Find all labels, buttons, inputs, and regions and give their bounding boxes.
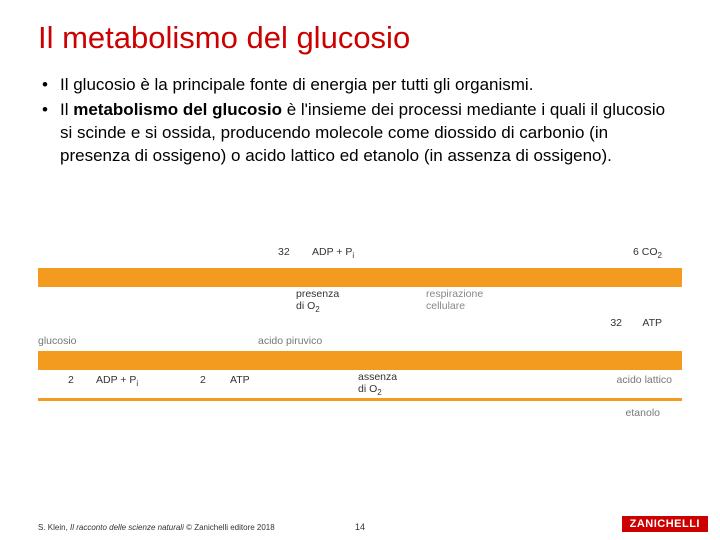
bullet-item: • Il metabolismo del glucosio è l'insiem…: [42, 99, 682, 168]
metabolism-diagram: 32 ADP + Pi 6 CO2 presenza di O2 respira…: [38, 246, 682, 421]
mol-text: 6 CO: [633, 246, 658, 258]
brand-logo: ZANICHELLI: [622, 516, 708, 532]
qty-label: 2: [200, 374, 206, 386]
slide-footer: S. Klein, Il racconto delle scienze natu…: [0, 512, 720, 534]
diagram-row: glucosio acido piruvico: [38, 335, 682, 351]
orange-bar: [38, 351, 682, 370]
diagram-row: 2 ADP + Pi 2 ATP assenza di O2 acido lat…: [38, 370, 682, 398]
mol-text: ADP + P: [312, 246, 352, 258]
sub-text: 2: [658, 251, 662, 260]
substance-label: etanolo: [626, 407, 660, 419]
bullet-dot: •: [42, 99, 60, 168]
footer-author: S. Klein,: [38, 523, 70, 532]
qty-label: 32: [610, 317, 622, 329]
slide-title: Il metabolismo del glucosio: [38, 20, 682, 56]
mol-label: ADP + Pi: [312, 246, 354, 260]
process-label: respirazione cellulare: [426, 289, 483, 312]
text-line: respirazione: [426, 288, 483, 300]
bullet-text: Il metabolismo del glucosio è l'insieme …: [60, 99, 682, 168]
bullet-text-bold: metabolismo del glucosio: [73, 100, 282, 119]
orange-bar: [38, 268, 682, 287]
footer-publisher: © Zanichelli editore 2018: [184, 523, 275, 532]
mol-label: ATP: [230, 374, 250, 386]
footer-title: Il racconto delle scienze naturali: [70, 523, 184, 532]
text-line: di O: [296, 300, 315, 312]
page-number: 14: [355, 522, 365, 532]
substance-label: acido lattico: [617, 374, 672, 386]
mol-text: ADP + P: [96, 374, 136, 386]
diagram-row: 32 ADP + Pi 6 CO2: [38, 246, 682, 268]
diagram-row: presenza di O2 respirazione cellulare: [38, 287, 682, 317]
text-line: assenza: [358, 371, 397, 383]
condition-label: presenza di O2: [296, 289, 339, 314]
qty-label: 2: [68, 374, 74, 386]
substance-label: acido piruvico: [258, 335, 322, 347]
condition-label: assenza di O2: [358, 372, 397, 397]
bullet-item: • Il glucosio è la principale fonte di e…: [42, 74, 682, 97]
bullet-dot: •: [42, 74, 60, 97]
diagram-row: 32 ATP: [38, 317, 682, 335]
substance-label: glucosio: [38, 335, 77, 347]
text-line: di O: [358, 383, 377, 395]
sub-text: 2: [315, 305, 319, 314]
footer-citation: S. Klein, Il racconto delle scienze natu…: [38, 523, 275, 532]
sub-text: i: [352, 251, 354, 260]
text-line: cellulare: [426, 300, 465, 312]
diagram-row: etanolo: [38, 401, 682, 421]
sub-text: 2: [377, 388, 381, 397]
qty-label: 32: [278, 246, 290, 258]
bullet-text: Il glucosio è la principale fonte di ene…: [60, 74, 682, 97]
bullet-list: • Il glucosio è la principale fonte di e…: [38, 74, 682, 168]
bullet-text-part: Il glucosio è la principale fonte di ene…: [60, 75, 533, 94]
sub-text: i: [136, 379, 138, 388]
mol-label: 6 CO2: [633, 246, 662, 260]
slide: Il metabolismo del glucosio • Il glucosi…: [0, 0, 720, 540]
text-line: presenza: [296, 288, 339, 300]
bullet-text-part: Il: [60, 100, 73, 119]
mol-label: ADP + Pi: [96, 374, 138, 388]
mol-label: ATP: [642, 317, 662, 329]
